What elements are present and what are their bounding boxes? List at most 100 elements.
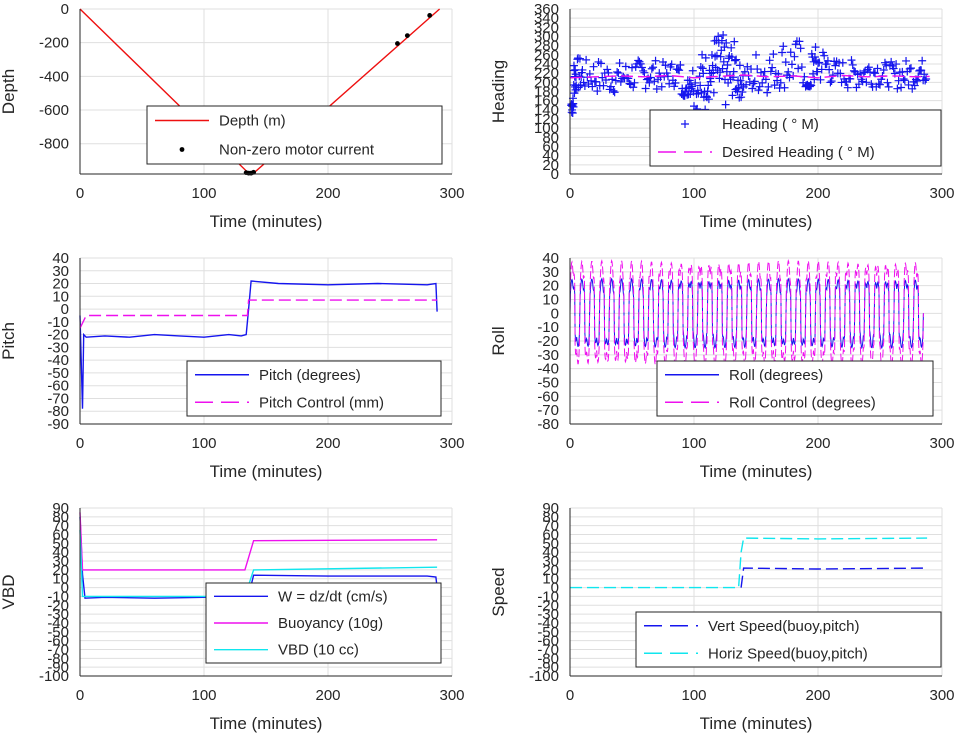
plus-marker (732, 55, 741, 64)
y-tick-label: -20 (47, 597, 69, 614)
plus-marker (806, 80, 815, 89)
series-group (569, 259, 924, 368)
y-tick-label: -50 (537, 624, 559, 641)
plus-marker (667, 60, 676, 69)
y-tick-label: 40 (52, 250, 69, 267)
x-tick-label: 200 (315, 687, 340, 704)
y-tick-label: 160 (534, 93, 559, 110)
x-tick-label: 200 (805, 185, 830, 202)
plus-marker (752, 50, 760, 59)
plus-marker (628, 63, 636, 72)
plus-marker (763, 88, 772, 97)
plus-marker (738, 88, 747, 97)
y-tick-label: 30 (52, 553, 69, 570)
plus-marker (879, 66, 888, 75)
y-tick-label: 60 (542, 139, 559, 156)
legend-box (649, 109, 942, 167)
y-tick-label: 0 (61, 580, 69, 597)
plus-marker (716, 52, 725, 61)
x-tick-label: 300 (439, 687, 464, 704)
plus-marker (754, 86, 763, 95)
legend-label: Depth (m) (219, 113, 286, 130)
legend-label: Roll (degrees) (729, 367, 823, 384)
plus-marker (589, 62, 598, 71)
y-tick-label: -70 (537, 641, 559, 658)
plus-marker (825, 65, 834, 74)
plus-marker (707, 69, 716, 78)
y-tick-label: 80 (52, 509, 69, 526)
plus-marker (614, 69, 623, 78)
y-tick-label: -600 (39, 102, 69, 119)
plus-marker (795, 37, 804, 46)
plus-marker (579, 78, 588, 87)
plus-marker (691, 78, 700, 87)
series-line-1 (569, 259, 924, 368)
x-tick-label: 0 (76, 185, 84, 202)
x-tick-label: 0 (566, 687, 574, 704)
plus-marker (670, 82, 679, 91)
y-tick-label: 200 (534, 74, 559, 91)
y-tick-label: 30 (542, 264, 559, 281)
y-tick-label: -30 (47, 339, 69, 356)
plus-marker (709, 68, 718, 77)
y-tick-label: 0 (551, 580, 559, 597)
y-tick-label: -10 (47, 588, 69, 605)
x-tick-label: 100 (191, 687, 216, 704)
y-tick-label: 90 (542, 500, 559, 517)
y-tick-label: -10 (537, 319, 559, 336)
y-tick-label: 320 (534, 19, 559, 36)
plus-marker (827, 77, 836, 86)
plus-marker (750, 77, 759, 86)
y-tick-label: 0 (61, 301, 69, 318)
y-tick-label: -70 (47, 390, 69, 407)
plus-marker (796, 44, 805, 53)
plus-marker (907, 64, 915, 73)
y-tick-label: -90 (537, 659, 559, 676)
legend-marker (179, 147, 185, 152)
plus-marker (892, 60, 901, 69)
plus-marker (816, 75, 825, 84)
x-tick-label: 200 (315, 435, 340, 452)
plus-marker (665, 79, 674, 88)
chart-panel-4: 0 100 200 3009080706050403020100-10-20-30-4… (0, 500, 465, 733)
y-tick-label: -200 (39, 35, 69, 52)
plus-marker (637, 63, 646, 72)
legend-label: VBD (10 cc) (278, 642, 359, 659)
y-tick-label: 0 (61, 1, 69, 18)
plus-marker (889, 64, 898, 73)
y-tick-label: 60 (542, 527, 559, 544)
plus-marker (657, 82, 666, 91)
plus-marker (817, 65, 826, 74)
plus-marker (661, 61, 670, 70)
y-tick-label: -30 (537, 347, 559, 364)
series-markers-0 (567, 30, 931, 119)
plus-marker (575, 54, 584, 63)
y-tick-label: 20 (542, 562, 559, 579)
plus-marker (728, 91, 737, 100)
legend-label: Buoyancy (10g) (278, 615, 383, 632)
series-line-0 (740, 567, 928, 588)
plus-marker (720, 43, 729, 52)
plus-marker (735, 61, 744, 70)
plus-marker (675, 66, 684, 75)
y-tick-label: -50 (47, 365, 69, 382)
plus-marker (871, 69, 880, 78)
plus-marker (862, 78, 871, 87)
plus-marker (882, 60, 891, 69)
plus-marker (719, 30, 728, 39)
plus-marker (776, 78, 785, 87)
plus-marker (838, 58, 847, 67)
series-line-1 (570, 537, 928, 589)
y-tick-label: -40 (47, 615, 69, 632)
plus-marker (730, 37, 739, 46)
plus-marker (613, 67, 622, 76)
plus-marker (913, 77, 922, 86)
x-axis-label: Time (minutes) (210, 714, 323, 733)
plus-marker (712, 51, 721, 60)
legend-marker (681, 120, 689, 128)
y-tick-label: -40 (537, 615, 559, 632)
legend-label: Heading ( ° M) (722, 116, 819, 133)
plus-marker (646, 73, 655, 82)
plus-marker (636, 59, 645, 68)
plus-marker (811, 43, 820, 52)
